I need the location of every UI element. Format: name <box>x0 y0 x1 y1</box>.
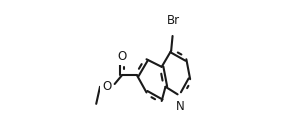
Text: N: N <box>176 100 185 113</box>
Text: Br: Br <box>166 14 179 27</box>
Text: O: O <box>117 50 126 63</box>
Text: O: O <box>102 80 111 93</box>
